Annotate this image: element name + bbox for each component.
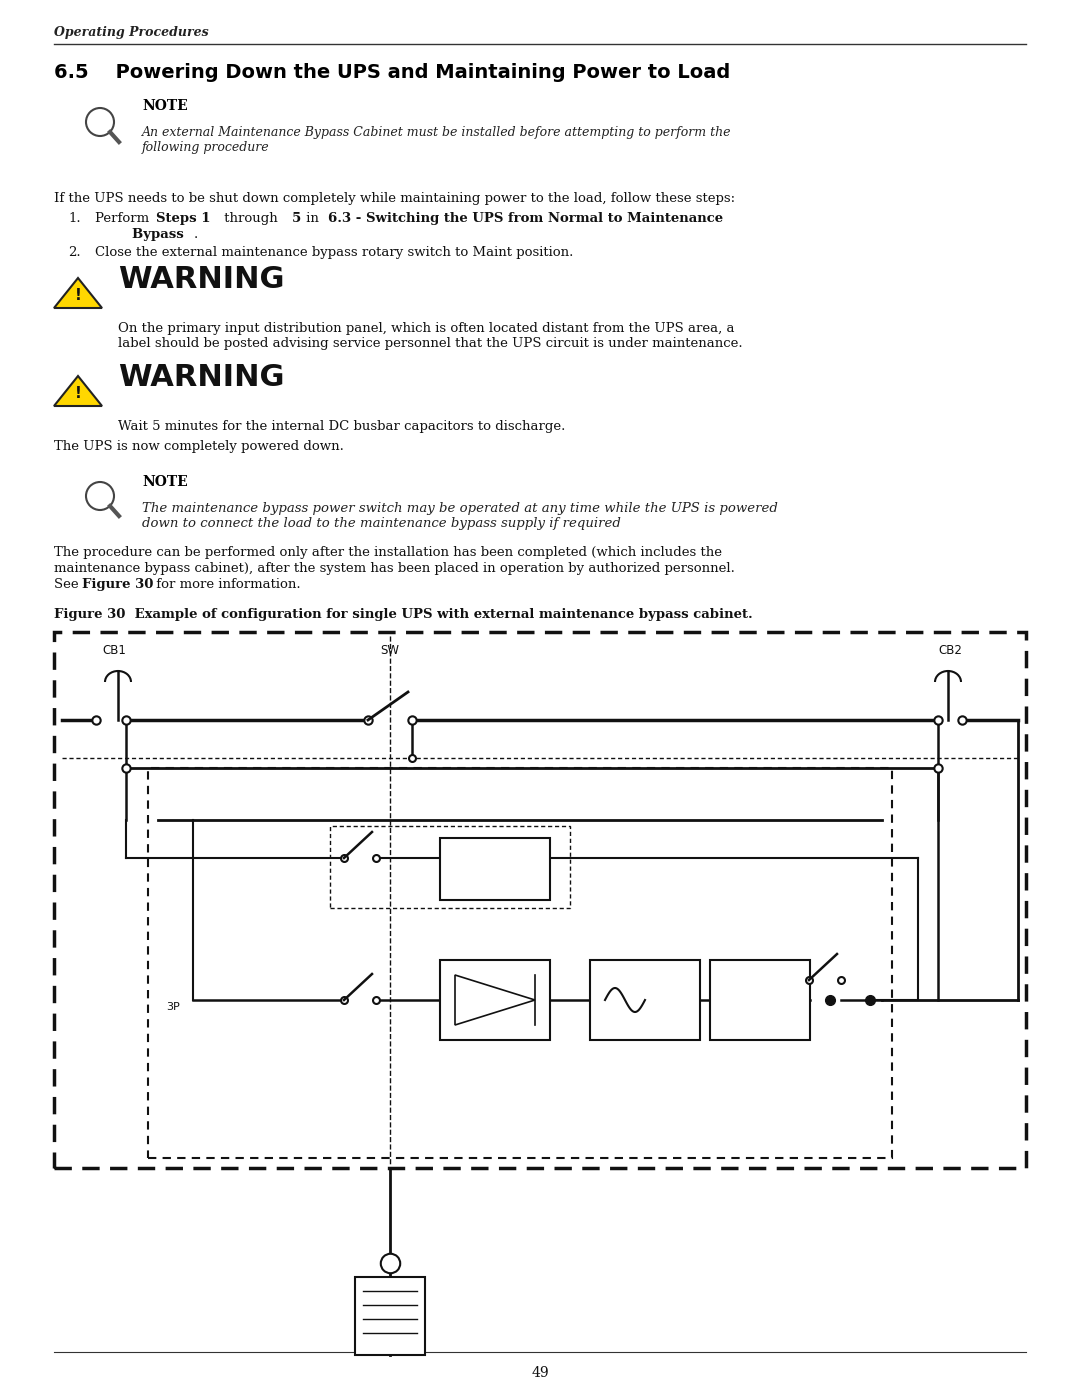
Text: maintenance bypass cabinet), after the system has been placed in operation by au: maintenance bypass cabinet), after the s…	[54, 562, 734, 576]
Bar	[330, 826, 570, 908]
Text: SW: SW	[380, 644, 399, 657]
Text: 2.: 2.	[68, 246, 81, 258]
Text: 1.: 1.	[68, 212, 81, 225]
Text: .: .	[194, 228, 199, 242]
Text: The maintenance bypass power switch may be operated at any time while the UPS is: The maintenance bypass power switch may …	[141, 502, 778, 529]
Text: !: !	[75, 289, 81, 303]
Text: Bypass: Bypass	[95, 228, 184, 242]
Text: Figure 30: Figure 30	[82, 578, 153, 591]
Bar	[54, 631, 1026, 1168]
Text: in: in	[302, 212, 323, 225]
Text: If the UPS needs to be shut down completely while maintaining power to the load,: If the UPS needs to be shut down complet…	[54, 191, 735, 205]
Text: through: through	[220, 212, 282, 225]
Text: 49: 49	[531, 1366, 549, 1380]
Text: 6.3 - Switching the UPS from Normal to Maintenance: 6.3 - Switching the UPS from Normal to M…	[328, 212, 724, 225]
Text: Close the external maintenance bypass rotary switch to Maint position.: Close the external maintenance bypass ro…	[95, 246, 573, 258]
Text: 3P: 3P	[166, 1002, 179, 1011]
Text: Operating Procedures: Operating Procedures	[54, 27, 208, 39]
Text: The procedure can be performed only after the installation has been completed (w: The procedure can be performed only afte…	[54, 546, 723, 559]
Text: !: !	[75, 387, 81, 401]
Text: See: See	[54, 578, 83, 591]
Text: for more information.: for more information.	[152, 578, 300, 591]
Polygon shape	[54, 376, 102, 407]
Text: 5: 5	[292, 212, 301, 225]
Text: Perform: Perform	[95, 212, 153, 225]
Text: NOTE: NOTE	[141, 99, 188, 113]
Bar	[710, 960, 810, 1039]
Bar	[355, 1277, 426, 1355]
Text: An external Maintenance Bypass Cabinet must be installed before attempting to pe: An external Maintenance Bypass Cabinet m…	[141, 126, 731, 154]
Text: WARNING: WARNING	[118, 363, 284, 393]
Bar	[148, 768, 892, 1158]
Text: WARNING: WARNING	[118, 265, 284, 293]
Text: The UPS is now completely powered down.: The UPS is now completely powered down.	[54, 440, 343, 453]
Text: 6.5    Powering Down the UPS and Maintaining Power to Load: 6.5 Powering Down the UPS and Maintainin…	[54, 63, 730, 82]
Text: CB2: CB2	[939, 644, 962, 657]
Text: Wait 5 minutes for the internal DC busbar capacitors to discharge.: Wait 5 minutes for the internal DC busba…	[118, 420, 565, 433]
Text: Figure 30  Example of configuration for single UPS with external maintenance byp: Figure 30 Example of configuration for s…	[54, 608, 753, 622]
Bar	[590, 960, 700, 1039]
Text: CB1: CB1	[102, 644, 126, 657]
Text: Steps 1: Steps 1	[156, 212, 211, 225]
Text: NOTE: NOTE	[141, 475, 188, 489]
Polygon shape	[54, 278, 102, 307]
Bar	[440, 838, 550, 900]
Bar	[440, 960, 550, 1039]
Text: On the primary input distribution panel, which is often located distant from the: On the primary input distribution panel,…	[118, 321, 743, 351]
